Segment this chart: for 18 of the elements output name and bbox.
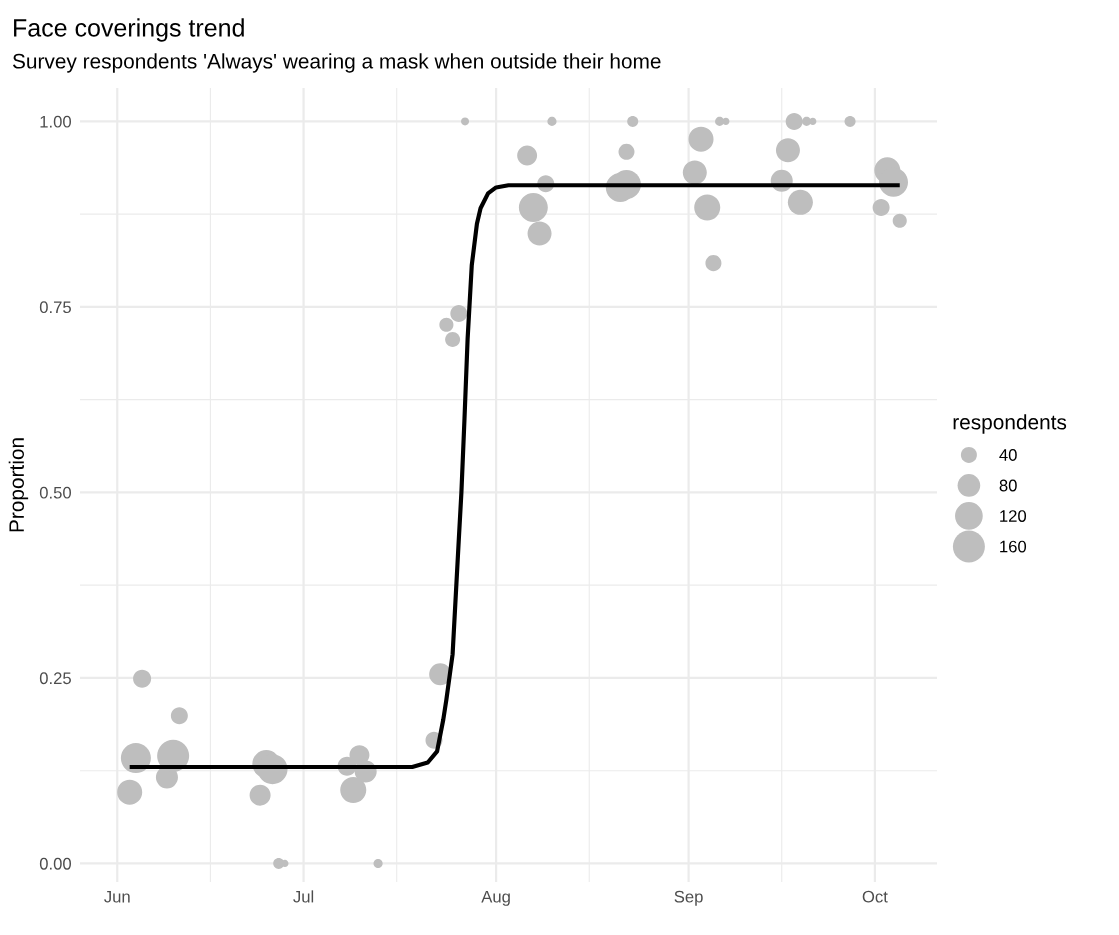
x-tick-label: Aug xyxy=(481,890,510,906)
legend-label: 120 xyxy=(1000,510,1027,522)
x-tick-label: Oct xyxy=(862,890,888,903)
y-tick-label: 0.50 xyxy=(39,486,72,499)
chart-subtitle: Survey respondents 'Always' wearing a mask when outside their home xyxy=(12,53,661,73)
legend-label: 40 xyxy=(999,449,1017,461)
y-tick-label: 0.25 xyxy=(39,672,71,685)
x-tick-label: Jul xyxy=(293,890,314,903)
y-tick-label: 0.75 xyxy=(39,301,71,314)
x-tick-label: Jun xyxy=(104,890,130,903)
legend-title: respondents xyxy=(953,414,1067,434)
y-tick-label: 1.00 xyxy=(40,115,72,128)
legend-label: 80 xyxy=(999,479,1017,492)
chart-title: Face coverings trend xyxy=(14,18,244,42)
y-tick-label: 0.00 xyxy=(39,857,72,870)
x-tick-label: Sep xyxy=(674,890,703,906)
y-axis-title: Proportion xyxy=(8,438,29,532)
legend-label: 160 xyxy=(1000,540,1027,553)
